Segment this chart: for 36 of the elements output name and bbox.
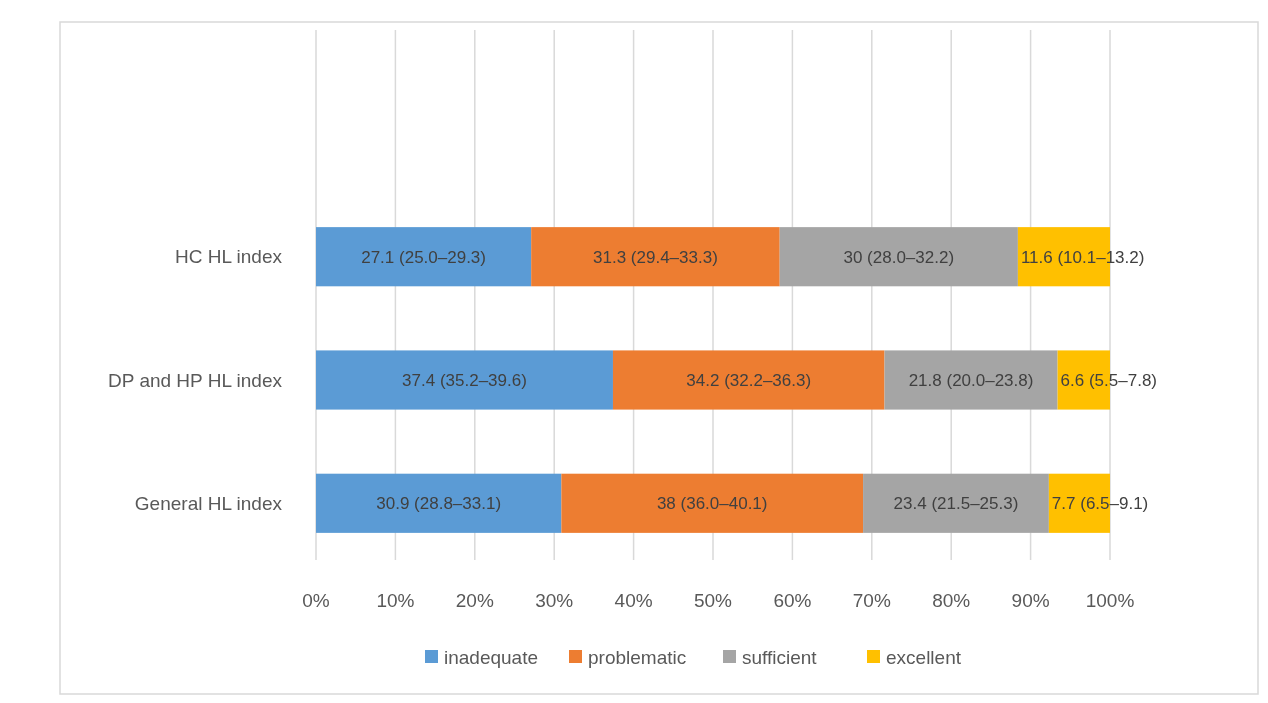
- legend-label: problematic: [588, 646, 687, 668]
- data-label: 38 (36.0–40.1): [656, 494, 768, 514]
- data-label: 30.9 (28.8–33.1): [376, 494, 502, 514]
- data-label: 21.8 (20.0–23.8): [908, 370, 1034, 390]
- data-label: 27.1 (25.0–29.3): [361, 247, 486, 267]
- x-tick-label: 70%: [852, 589, 891, 611]
- data-label: 37.4 (35.2–39.6): [402, 370, 527, 390]
- x-tick-label: 100%: [1085, 589, 1135, 611]
- x-tick-label: 0%: [302, 589, 330, 611]
- x-tick-label: 80%: [932, 589, 971, 611]
- bar: [561, 473, 864, 533]
- x-tick-label: 90%: [1011, 589, 1050, 611]
- x-tick-label: 20%: [455, 589, 494, 611]
- legend-label: inadequate: [444, 646, 539, 668]
- y-tick-label: General HL index: [134, 492, 283, 514]
- bar: [316, 350, 613, 410]
- bar: [316, 473, 562, 533]
- y-tick-label: HC HL index: [174, 246, 283, 268]
- data-label: 30 (28.0–32.2): [843, 247, 955, 267]
- x-tick-label: 50%: [693, 589, 733, 611]
- data-label: 31.3 (29.4–33.3): [593, 247, 718, 267]
- legend-label: excellent: [886, 646, 962, 668]
- bar: [531, 227, 780, 287]
- x-tick-label: 30%: [535, 589, 574, 611]
- data-label: 23.4 (21.5–25.3): [893, 494, 1019, 514]
- bar: [316, 227, 532, 287]
- x-tick-label: 40%: [614, 589, 653, 611]
- x-tick-label: 10%: [376, 589, 415, 611]
- y-tick-label: DP and HP HL index: [108, 369, 283, 391]
- bar: [612, 350, 885, 410]
- bar: [863, 473, 1049, 533]
- data-label: 34.2 (32.2–36.3): [686, 370, 812, 390]
- bar: [779, 227, 1018, 287]
- legend-label: sufficient: [742, 646, 818, 668]
- x-tick-label: 60%: [773, 589, 812, 611]
- bar: [884, 350, 1058, 410]
